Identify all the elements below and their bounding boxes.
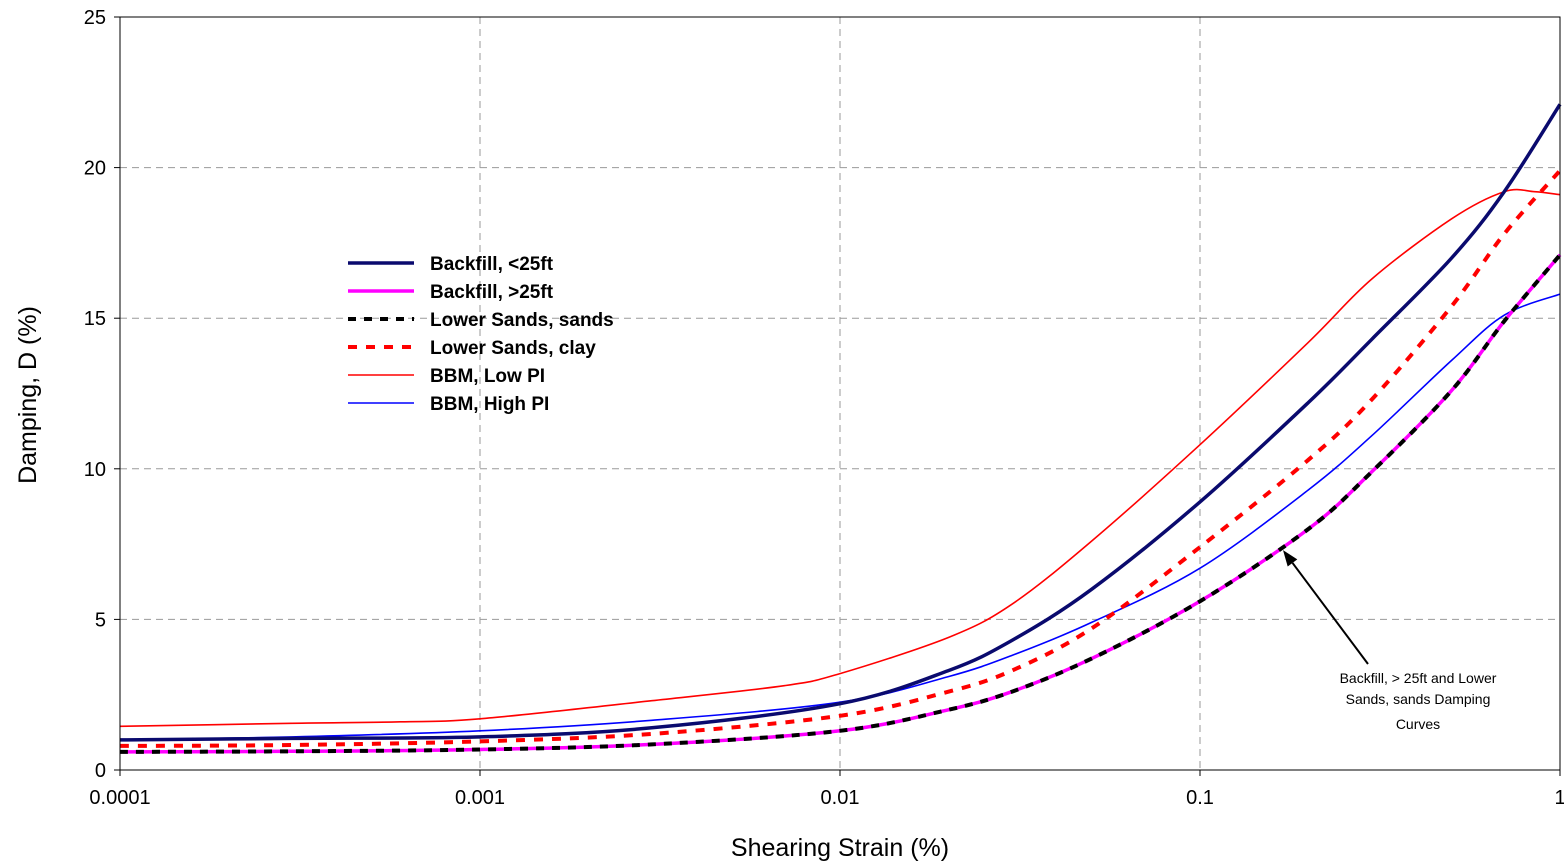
y-tick-label: 0 bbox=[95, 760, 106, 782]
y-tick-label: 15 bbox=[84, 308, 106, 330]
legend-label: Backfill, >25ft bbox=[430, 282, 554, 303]
annotation-line-2: Sands, sands Damping bbox=[1346, 691, 1491, 707]
series-layer bbox=[119, 103, 1562, 754]
y-tick-label: 20 bbox=[84, 158, 106, 180]
x-tick-label: 0.01 bbox=[821, 787, 860, 809]
annotation-line-3: Curves bbox=[1396, 716, 1440, 732]
annotation-arrow bbox=[1291, 562, 1369, 665]
x-tick-label: 0.001 bbox=[455, 787, 505, 809]
legend-label: Lower Sands, clay bbox=[430, 338, 596, 359]
legend-label: BBM, High PI bbox=[430, 394, 549, 415]
legend-label: BBM, Low PI bbox=[430, 366, 545, 387]
y-tick-label: 10 bbox=[84, 459, 106, 481]
y-tick-label: 25 bbox=[84, 7, 106, 29]
y-axis-ticks: 0 5 10 15 20 25 bbox=[84, 7, 120, 782]
x-tick-label: 1 bbox=[1554, 787, 1564, 809]
x-axis-ticks: 0.0001 0.001 0.01 0.1 1 bbox=[89, 770, 1564, 809]
series-line-lower-sands-sands bbox=[119, 253, 1562, 754]
y-tick-label: 5 bbox=[95, 609, 106, 631]
series-line-backfill-25ft bbox=[119, 103, 1562, 742]
grid-lines bbox=[120, 17, 1560, 770]
annotation-arrowhead bbox=[1283, 550, 1298, 567]
x-axis-title: Shearing Strain (%) bbox=[731, 834, 949, 862]
y-axis-title: Damping, D (%) bbox=[14, 306, 42, 484]
series-line-bbm-low-pi bbox=[119, 188, 1561, 728]
series-line-lower-sands-clay bbox=[119, 169, 1562, 748]
x-tick-label: 0.1 bbox=[1186, 787, 1214, 809]
legend-label: Backfill, <25ft bbox=[430, 254, 554, 275]
annotation-line-1: Backfill, > 25ft and Lower bbox=[1340, 670, 1497, 686]
legend-label: Lower Sands, sands bbox=[430, 310, 614, 331]
legend: Backfill, <25ft Backfill, >25ft Lower Sand… bbox=[348, 254, 614, 415]
x-tick-label: 0.0001 bbox=[89, 787, 150, 809]
annotation: Backfill, > 25ft and Lower Sands, sands … bbox=[1283, 550, 1497, 732]
series-line-bbm-high-pi bbox=[119, 293, 1561, 741]
